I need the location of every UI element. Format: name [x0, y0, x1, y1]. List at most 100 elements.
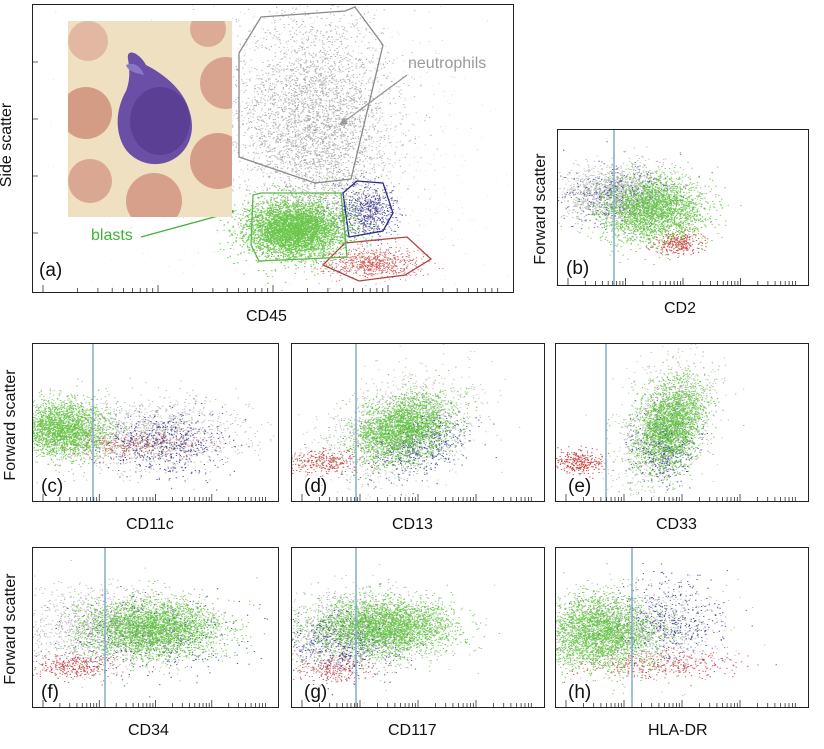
blasts-cloud-points	[40, 577, 266, 684]
panel-g-plot	[292, 548, 532, 707]
x-axis-ticks	[42, 285, 499, 292]
y-label-forward-scatter-c: Forward scatter	[2, 369, 19, 481]
panel-c: (c)	[32, 343, 279, 502]
x-axis-ticks	[565, 494, 796, 501]
y-label-side-scatter: Side scatter	[0, 102, 15, 188]
other-events	[585, 344, 745, 501]
panel-e: (e)	[555, 343, 809, 502]
other-events	[556, 573, 766, 696]
neutrophils-gate	[238, 6, 384, 184]
monocytes-cloud-points	[342, 401, 497, 496]
lymphocytes-cloud	[33, 651, 124, 686]
monocytes-cloud	[292, 597, 424, 696]
panel-b: (b)	[557, 129, 809, 286]
panel-c-xlabel: CD11c	[126, 516, 174, 533]
panel-a-plot	[33, 5, 513, 292]
panel-h: (h)	[555, 547, 809, 708]
panel-c-label: (c)	[41, 476, 64, 497]
lymphocytes-cloud-points	[292, 645, 390, 687]
blasts-cloud-points	[556, 563, 703, 695]
annotation-blasts: blasts	[91, 227, 133, 244]
lymphocytes-cloud	[300, 239, 444, 285]
x-axis-ticks	[42, 494, 266, 501]
panel-d-xlabel: CD13	[392, 516, 433, 533]
blasts-cloud	[292, 579, 500, 672]
y-label-forward-scatter-f: Forward scatter	[2, 573, 19, 685]
monocytes-cloud	[342, 401, 497, 496]
panel-f-plot	[33, 548, 268, 707]
lymphocytes-cloud	[562, 646, 777, 687]
blasts-cloud	[606, 351, 745, 499]
panel-a-xlabel: CD45	[246, 308, 287, 325]
lymphocytes-cloud-points	[556, 445, 614, 479]
monocytes-cloud	[558, 141, 713, 247]
annotation-neutrophils: neutrophils	[408, 55, 487, 72]
monocytes-cloud-points	[70, 398, 250, 491]
monocytes-cloud	[321, 161, 407, 259]
panel-h-plot	[556, 548, 796, 707]
lymphocytes-gate	[321, 236, 433, 282]
panel-b-plot	[558, 130, 796, 285]
x-axis-ticks	[567, 278, 796, 285]
panel-h-xlabel: HLA-DR	[648, 722, 708, 739]
monocytes-cloud-points	[292, 597, 424, 696]
panel-g-xlabel: CD117	[388, 722, 437, 739]
lymphocytes-cloud	[646, 223, 709, 261]
y-axis-ticks	[33, 61, 38, 234]
panel-a-label: (a)	[39, 260, 63, 281]
blasts-cloud-points	[292, 579, 500, 672]
blasts-cloud-points	[606, 351, 745, 499]
lymphocytes-cloud-points	[37, 421, 236, 467]
blasts-cloud-points	[33, 378, 144, 482]
monocytes-cloud	[70, 398, 250, 491]
panel-b-xlabel: CD2	[664, 300, 697, 317]
blasts-cloud	[305, 366, 490, 489]
blasts-cloud-points	[216, 173, 376, 284]
panel-f-label: (f)	[41, 682, 59, 703]
lymphocytes-cloud	[37, 421, 236, 467]
panel-c-plot	[33, 344, 275, 501]
panel-h-label: (h)	[568, 682, 592, 703]
blasts-cloud	[556, 563, 703, 695]
panel-d-label: (d)	[304, 476, 328, 497]
panel-a: (a) neutrophils blasts	[32, 4, 514, 293]
panel-f: (f)	[32, 547, 279, 708]
panel-f-xlabel: CD34	[128, 722, 169, 739]
lymphocytes-cloud	[292, 444, 376, 478]
panel-d: (d)	[291, 343, 545, 502]
neutrophils-arrowhead	[339, 117, 348, 125]
blasts-cloud	[40, 577, 266, 684]
x-axis-ticks	[42, 700, 266, 707]
panel-e-label: (e)	[568, 476, 592, 497]
lymphocytes-cloud-points	[646, 223, 709, 261]
monocytes-cloud-points	[321, 161, 407, 259]
other-events-points	[556, 573, 766, 696]
x-axis-ticks	[301, 700, 532, 707]
panel-g-label: (g)	[304, 682, 328, 703]
x-axis-ticks	[565, 700, 796, 707]
blasts-arrow	[140, 212, 230, 238]
panel-b-label: (b)	[566, 258, 590, 279]
blasts-cloud	[216, 173, 376, 284]
lymphocytes-cloud-points	[292, 444, 376, 478]
monocytes-cloud-points	[558, 141, 713, 247]
lymphocytes-cloud-points	[300, 239, 444, 285]
neutrophils-arrow	[344, 74, 408, 122]
panel-e-xlabel: CD33	[656, 516, 697, 533]
lymphocytes-cloud	[556, 445, 614, 479]
panel-d-plot	[292, 344, 532, 501]
x-axis-ticks	[301, 494, 532, 501]
panel-g: (g)	[291, 547, 545, 708]
blasts-cloud-points	[305, 366, 490, 489]
blasts-cloud	[33, 378, 144, 482]
panel-e-plot	[556, 344, 796, 501]
lymphocytes-cloud	[292, 645, 390, 687]
monocytes-gate	[342, 180, 394, 238]
other-events-points	[585, 344, 745, 501]
lymphocytes-cloud-points	[562, 646, 777, 687]
other-events-points	[33, 560, 221, 688]
blasts-gate	[250, 192, 348, 262]
other-events	[33, 560, 221, 688]
lymphocytes-cloud-points	[33, 651, 124, 686]
blast-cell-micrograph	[68, 21, 232, 217]
